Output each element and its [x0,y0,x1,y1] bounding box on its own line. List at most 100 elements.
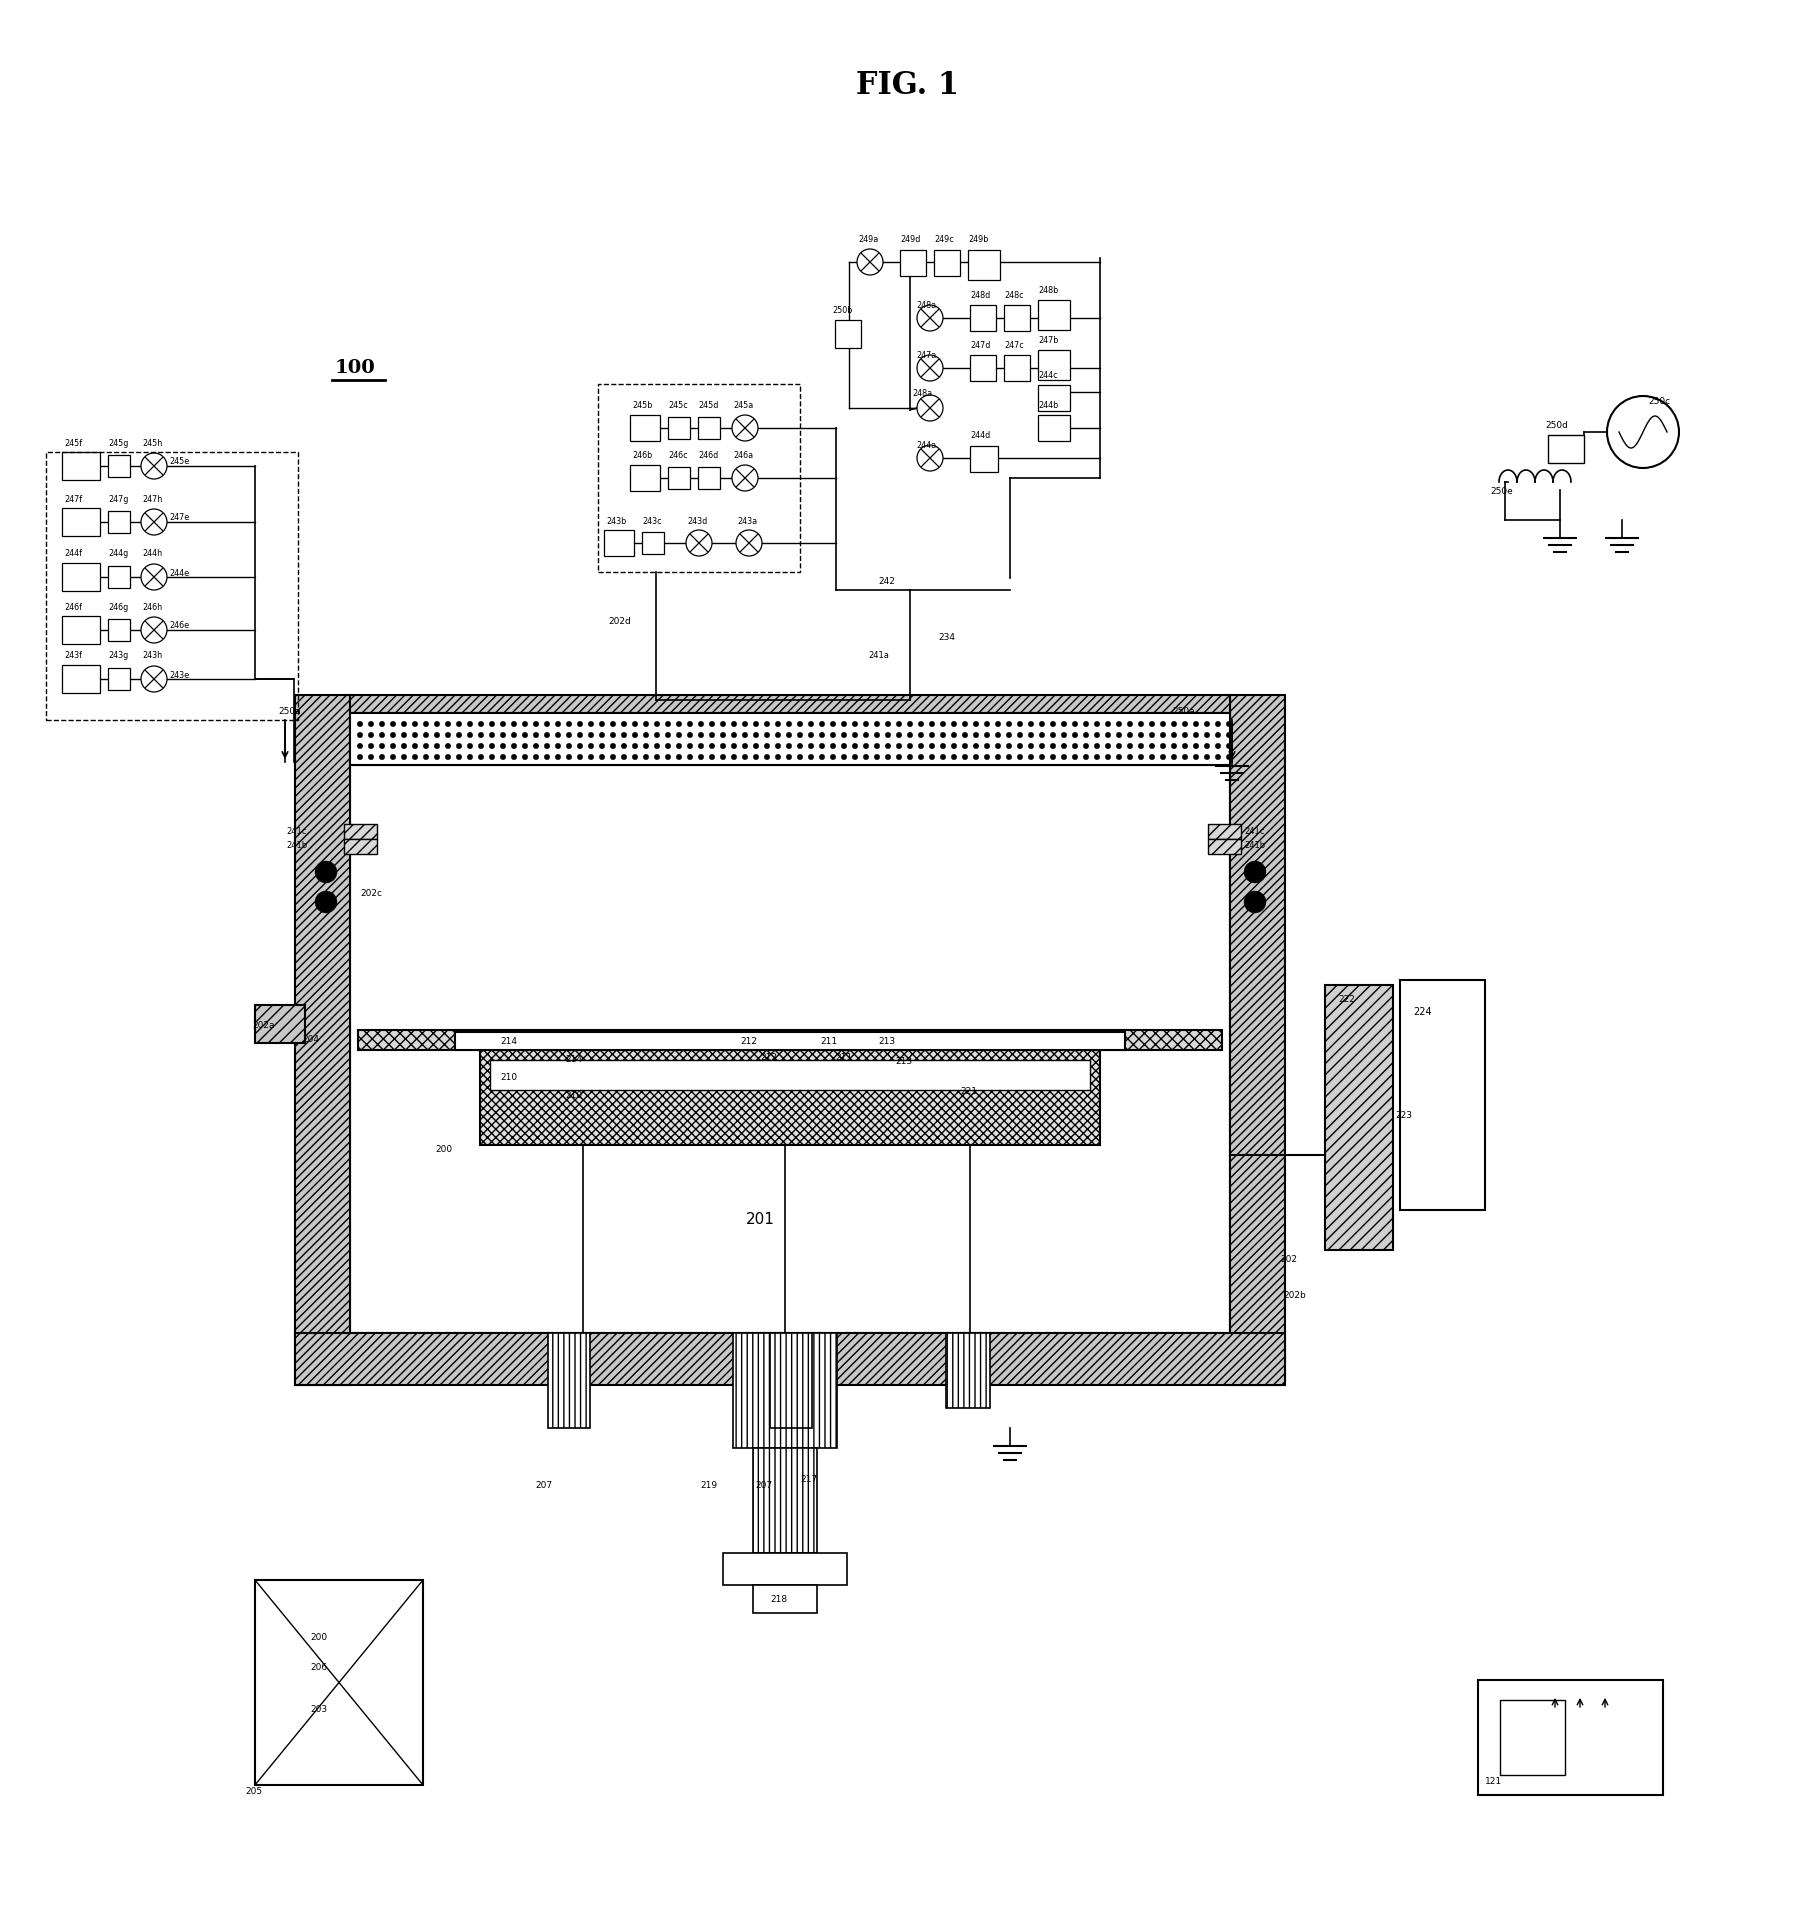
Text: 245f: 245f [63,438,82,447]
Circle shape [368,733,374,738]
Circle shape [1126,733,1132,738]
Circle shape [972,754,978,760]
Text: 250a: 250a [1172,706,1194,715]
Circle shape [1226,754,1232,760]
Text: 213: 213 [894,1057,912,1066]
Text: 223: 223 [1395,1111,1411,1120]
Circle shape [951,754,956,760]
Circle shape [610,733,615,738]
Circle shape [807,742,813,748]
Text: 245c: 245c [668,401,688,411]
Circle shape [1005,721,1010,727]
Circle shape [610,742,615,748]
Circle shape [1083,754,1088,760]
Circle shape [961,721,967,727]
Circle shape [423,742,428,748]
Circle shape [141,453,167,478]
Circle shape [642,754,648,760]
Bar [753,1448,816,1552]
Bar [350,713,1230,765]
Circle shape [918,721,923,727]
Circle shape [1226,733,1232,738]
Circle shape [1215,742,1221,748]
Text: 205: 205 [245,1787,261,1797]
Circle shape [818,742,824,748]
Circle shape [501,754,506,760]
Text: 214: 214 [499,1037,517,1047]
Circle shape [1226,721,1232,727]
Circle shape [141,565,167,590]
Bar [1547,436,1584,463]
Circle shape [951,742,956,748]
Bar [629,415,660,442]
Circle shape [1605,395,1678,469]
Bar [254,1581,423,1785]
Text: FIG. 1: FIG. 1 [856,69,958,100]
Circle shape [929,754,934,760]
Circle shape [477,721,484,727]
Circle shape [412,721,417,727]
Circle shape [566,721,571,727]
Bar [254,1004,305,1043]
Circle shape [477,754,484,760]
Text: 243b: 243b [606,517,626,526]
Circle shape [423,721,428,727]
Text: 245g: 245g [109,438,129,447]
Circle shape [785,742,791,748]
Bar [967,251,1000,280]
Circle shape [522,754,528,760]
Circle shape [775,754,780,760]
Bar [604,530,633,555]
Text: 243h: 243h [141,652,161,661]
Text: 243e: 243e [169,671,189,679]
Circle shape [1215,733,1221,738]
Bar [1038,351,1070,380]
Circle shape [961,742,967,748]
Text: 247f: 247f [63,494,82,503]
Bar [296,1332,1284,1384]
Circle shape [544,733,550,738]
Circle shape [666,721,671,727]
Circle shape [1148,754,1154,760]
Circle shape [141,617,167,644]
Circle shape [1243,891,1266,914]
Circle shape [907,742,912,748]
Text: 250a: 250a [278,706,301,715]
Circle shape [1005,733,1010,738]
Circle shape [940,733,945,738]
Circle shape [577,733,582,738]
Circle shape [466,742,472,748]
Circle shape [466,733,472,738]
Text: 241b: 241b [1243,841,1264,850]
Text: 249c: 249c [934,235,952,243]
Circle shape [1226,742,1232,748]
Circle shape [1029,754,1034,760]
Circle shape [620,733,626,738]
Circle shape [994,733,1000,738]
Bar [698,416,720,440]
Bar [345,823,377,839]
Circle shape [1181,721,1186,727]
Circle shape [951,733,956,738]
Text: 244d: 244d [969,432,990,440]
Circle shape [1039,721,1045,727]
Circle shape [874,742,880,748]
Circle shape [1181,754,1186,760]
Circle shape [1159,742,1165,748]
Circle shape [599,733,604,738]
Circle shape [731,733,736,738]
Text: 222: 222 [1337,995,1353,1004]
Circle shape [1192,754,1197,760]
Circle shape [688,721,693,727]
Circle shape [972,733,978,738]
Circle shape [829,754,834,760]
Circle shape [412,742,417,748]
Circle shape [141,665,167,692]
Text: 202: 202 [1279,1255,1297,1265]
Circle shape [807,733,813,738]
Bar [350,765,1230,1332]
Circle shape [512,733,517,738]
Bar [109,667,131,690]
Bar [642,532,664,553]
Text: 212: 212 [760,1053,776,1062]
